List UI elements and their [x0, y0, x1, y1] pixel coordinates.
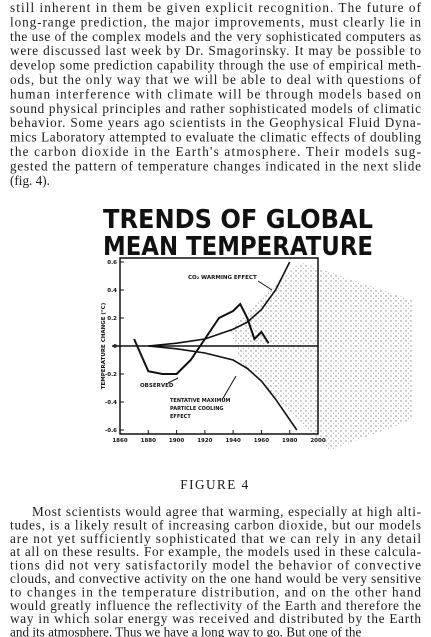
text-line: would greatly influence the reflectivity… [10, 598, 421, 613]
chart-title: TRENDS OF GLOBAL [103, 205, 373, 235]
x-tick-label: 1920 [197, 438, 212, 444]
text-line: Most scientists would agree that warming… [32, 504, 421, 519]
text-line: tudes, is a likely result of increasing … [10, 517, 421, 532]
y-tick-label: 0.6 [107, 260, 117, 266]
series-line [148, 345, 298, 431]
x-tick-label: 1940 [225, 438, 240, 444]
text-line: the use of the complex models and the ve… [10, 29, 421, 44]
text-line: (fig. 4). [10, 173, 50, 188]
text-line: the carbon dioxide in the Earth's atmosp… [10, 144, 421, 159]
y-tick-label: -0.6 [105, 428, 117, 434]
text-line: are not yet sufficiently sophisticated t… [10, 531, 421, 546]
label-arrow [167, 377, 179, 384]
text-line: were discussed last week by Dr. Smagorin… [10, 43, 421, 58]
text-line: develop some prediction capability throu… [10, 58, 421, 73]
text-line: and its atmosphere. Thus we have a long … [10, 625, 361, 637]
text-line: still inherent in them be given explicit… [10, 0, 422, 15]
series-label: CO₂ WARMING EFFECT [188, 275, 257, 281]
text-line: tions did not very satisfactorily model … [10, 558, 421, 573]
series-line [148, 261, 291, 347]
y-axis-label: TEMPERATURE CHANGE (°C) [101, 302, 107, 389]
label-arrow [221, 375, 237, 401]
y-tick-label: -0.4 [105, 400, 117, 406]
series-label: EFFECT [170, 414, 191, 420]
series-label: TENTATIVE MAXIMUM [170, 398, 230, 404]
x-tick-label: 1860 [112, 438, 127, 444]
text-line: clouds, and convective activity on the o… [10, 571, 421, 586]
label-arrow [257, 280, 273, 291]
text-line: way in which solar energy was received a… [10, 611, 421, 626]
text-line: ods, but the only way that we will be ab… [10, 72, 422, 87]
x-tick-label: 1980 [282, 438, 297, 444]
y-tick-label: 0.2 [107, 316, 117, 322]
y-tick-label: 0.4 [107, 288, 117, 294]
text-line: long-range prediction, the major improve… [10, 14, 421, 29]
y-tick-label: -0.2 [105, 372, 117, 378]
x-tick-label: 1880 [141, 438, 156, 444]
series-label: PARTICLE COOLING [170, 406, 224, 412]
x-tick-label: 1960 [254, 438, 269, 444]
y-tick-label: 0 [113, 344, 117, 350]
text-line: gested the pattern of temperature change… [10, 158, 421, 173]
series-label: OBSERVED [140, 383, 174, 389]
text-line: at all on these results. For example, th… [10, 544, 421, 559]
text-line: sound physical principles and rather sop… [10, 101, 421, 116]
text-line: to changes in the temperature distributi… [10, 584, 421, 599]
caption: FIGURE 4 [180, 477, 250, 492]
stipple [230, 262, 412, 450]
text-line: mics Laboratory attempted to evaluate th… [10, 130, 421, 145]
chart-title: MEAN TEMPERATURE [103, 232, 373, 262]
text-line: behavior. Some years ago scientists in t… [10, 115, 421, 130]
text-line: human interference with climate will be … [10, 86, 421, 101]
series-line [133, 302, 270, 375]
x-tick-label: 2000 [310, 438, 325, 444]
x-tick-label: 1900 [169, 438, 184, 444]
